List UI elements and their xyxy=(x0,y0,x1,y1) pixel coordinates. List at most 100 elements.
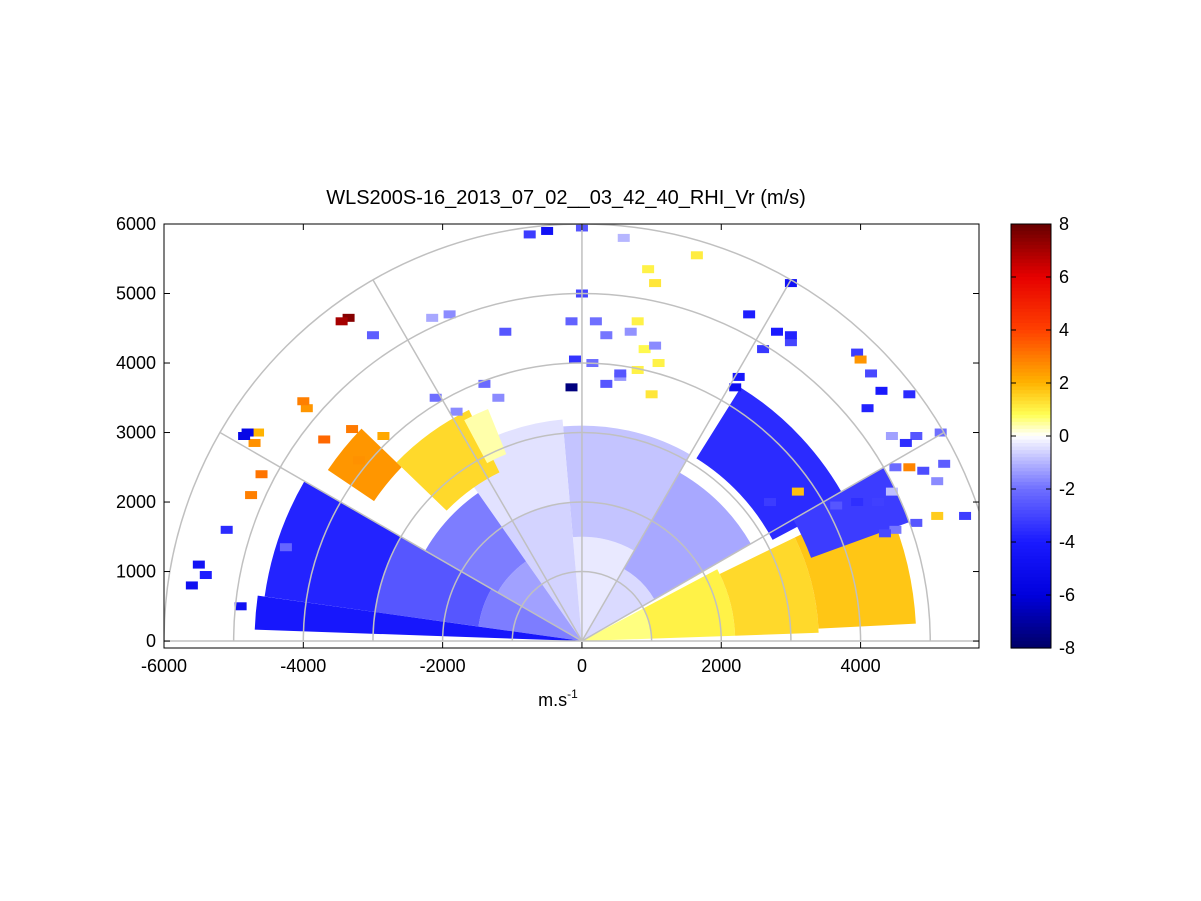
data-cell-85 xyxy=(764,498,777,507)
colorbar-tick-label-0: -8 xyxy=(1059,638,1075,658)
colorbar-swatch-72 xyxy=(1011,478,1051,483)
data-sector-0 xyxy=(581,608,652,642)
colorbar-swatch-95 xyxy=(1011,559,1051,564)
data-cell-73 xyxy=(830,501,843,510)
colorbar-tick-label-4: 0 xyxy=(1059,426,1069,446)
colorbar-swatch-84 xyxy=(1011,520,1051,525)
colorbar-swatch-55 xyxy=(1011,418,1051,423)
colorbar-tick-label-8: 8 xyxy=(1059,214,1069,234)
colorbar-swatch-51 xyxy=(1011,404,1051,409)
data-cell-44 xyxy=(624,327,637,336)
colorbar-swatch-93 xyxy=(1011,552,1051,557)
data-cell-23 xyxy=(499,327,512,336)
data-sector-20 xyxy=(464,409,507,464)
data-cell-46 xyxy=(638,345,651,354)
colorbar-swatch-36 xyxy=(1011,351,1051,356)
data-cell-11 xyxy=(252,428,265,437)
colorbar-swatch-73 xyxy=(1011,481,1051,487)
colorbar-tick-label-1: -6 xyxy=(1059,585,1075,605)
colorbar-swatch-68 xyxy=(1011,464,1051,469)
data-cell-55 xyxy=(732,372,745,381)
colorbar-swatch-47 xyxy=(1011,390,1051,395)
data-cell-13 xyxy=(238,432,251,440)
colorbar-swatch-104 xyxy=(1011,591,1051,596)
colorbar-swatch-57 xyxy=(1011,425,1051,430)
data-cell-17 xyxy=(199,571,212,580)
colorbar-swatch-16 xyxy=(1011,280,1051,285)
colorbar-swatch-41 xyxy=(1011,368,1051,373)
data-cell-8 xyxy=(346,425,359,434)
data-sector-11 xyxy=(425,493,527,593)
data-cell-29 xyxy=(600,379,613,388)
colorbar-swatch-86 xyxy=(1011,527,1051,532)
colorbar-swatch-110 xyxy=(1011,612,1051,617)
colorbar-swatch-65 xyxy=(1011,453,1051,458)
data-cell-74 xyxy=(885,487,898,496)
data-cell-31 xyxy=(631,365,644,374)
colorbar-swatch-18 xyxy=(1011,287,1051,292)
colorbar-swatch-113 xyxy=(1011,623,1051,628)
y-tick-label-6: 6000 xyxy=(116,214,156,234)
colorbar-swatch-80 xyxy=(1011,506,1051,511)
data-cell-6 xyxy=(297,397,310,406)
data-cell-27 xyxy=(492,393,505,402)
data-cell-81 xyxy=(770,327,783,336)
data-sector-2 xyxy=(719,537,819,636)
data-cell-34 xyxy=(523,230,536,239)
colorbar-swatch-97 xyxy=(1011,566,1051,571)
colorbar-swatch-69 xyxy=(1011,467,1051,472)
data-cell-63 xyxy=(934,428,947,437)
data-cell-41 xyxy=(565,317,578,326)
data-sector-6 xyxy=(572,536,635,642)
data-cell-26 xyxy=(478,379,491,388)
data-sector-4 xyxy=(581,568,655,642)
x-axis-label-base: m.s xyxy=(538,690,567,710)
data-cell-0 xyxy=(342,313,355,322)
colorbar-swatch-22 xyxy=(1011,301,1051,306)
colorbar-swatch-112 xyxy=(1011,619,1051,624)
colorbar-swatch-35 xyxy=(1011,347,1051,352)
colorbar-swatch-61 xyxy=(1011,439,1051,444)
colorbar-swatch-54 xyxy=(1011,414,1051,419)
data-cell-56 xyxy=(729,383,742,392)
colorbar-swatch-94 xyxy=(1011,556,1051,561)
x-axis-label: m.s-1 xyxy=(538,687,578,710)
data-cell-72 xyxy=(851,498,864,507)
data-sector-10 xyxy=(497,561,582,642)
colorbar-swatch-108 xyxy=(1011,605,1051,610)
colorbar-swatch-75 xyxy=(1011,489,1051,494)
y-tick-label-4: 4000 xyxy=(116,353,156,373)
colorbar-swatch-4 xyxy=(1011,238,1051,243)
data-sector-15 xyxy=(254,595,582,642)
colorbar-swatch-119 xyxy=(1011,644,1051,649)
data-cell-71 xyxy=(871,498,884,507)
data-cell-80 xyxy=(885,432,898,440)
colorbar-swatch-43 xyxy=(1011,375,1051,381)
colorbar-swatch-9 xyxy=(1011,255,1051,260)
data-cell-49 xyxy=(568,355,581,364)
colorbar-swatch-23 xyxy=(1011,305,1051,310)
colorbar-swatch-105 xyxy=(1011,595,1051,600)
data-cell-28 xyxy=(565,383,578,392)
data-sector-13 xyxy=(375,536,492,627)
colorbar-swatch-14 xyxy=(1011,273,1051,278)
colorbar-swatch-1 xyxy=(1011,227,1051,232)
data-cell-61 xyxy=(931,477,944,486)
colorbar-swatch-82 xyxy=(1011,513,1051,518)
colorbar-swatch-45 xyxy=(1011,383,1051,388)
colorbar-swatch-62 xyxy=(1011,443,1051,448)
colorbar-swatch-12 xyxy=(1011,266,1051,271)
colorbar-swatch-115 xyxy=(1011,630,1051,635)
colorbar-swatch-64 xyxy=(1011,450,1051,455)
data-cell-18 xyxy=(234,602,247,611)
colorbar-swatch-56 xyxy=(1011,421,1051,426)
angle-spoke-1 xyxy=(581,431,945,642)
data-cell-60 xyxy=(910,432,923,440)
colorbar-swatch-83 xyxy=(1011,517,1051,522)
angle-spoke-4 xyxy=(372,279,583,642)
colorbar-swatch-117 xyxy=(1011,637,1051,642)
data-cell-64 xyxy=(889,463,902,472)
data-cell-53 xyxy=(743,310,756,319)
colorbar-swatch-25 xyxy=(1011,312,1051,317)
colorbar-swatch-38 xyxy=(1011,358,1051,363)
